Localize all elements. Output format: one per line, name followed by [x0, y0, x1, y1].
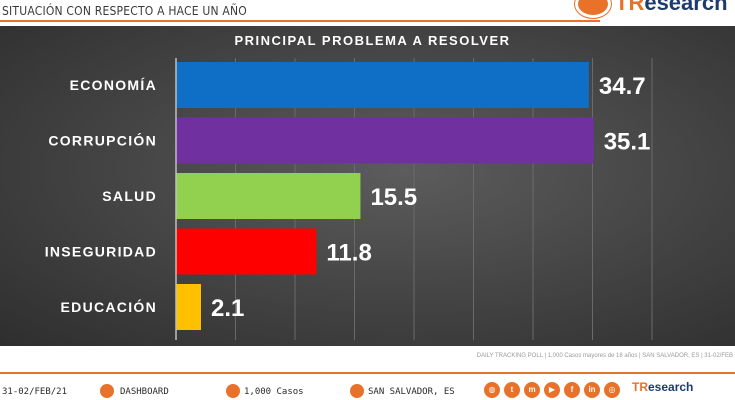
category-label: CORRUPCIÓN [48, 132, 157, 149]
value-label: 15.5 [370, 184, 417, 211]
chart-panel: PRINCIPAL PROBLEMA A RESOLVER ECONOMÍA 34… [0, 26, 735, 346]
globe-icon[interactable]: ◍ [484, 382, 500, 398]
category-label: SALUD [102, 188, 157, 204]
category-label: ECONOMÍA [70, 77, 157, 93]
value-label: 35.1 [604, 129, 651, 156]
value-label: 11.8 [326, 240, 371, 267]
location-label: SAN SALVADOR, ES [368, 387, 455, 397]
footer-note: DAILY TRACKING POLL | 1,000 Casos mayore… [476, 353, 733, 359]
logo-text: TResearch [615, 0, 728, 15]
category-label: EDUCACIÓN [61, 298, 157, 315]
footer-strip [0, 346, 735, 372]
instagram-icon[interactable]: ◎ [604, 382, 620, 398]
value-label: 34.7 [599, 73, 646, 100]
linkedin-icon[interactable]: in [584, 382, 600, 398]
chat-icon [226, 384, 240, 398]
cases-label: 1,000 Casos [244, 387, 304, 397]
date-label: 31-02/FEB/21 [2, 387, 68, 397]
category-label: INSEGURIDAD [45, 244, 157, 260]
value-label: 2.1 [211, 295, 244, 322]
bar-4 [176, 284, 201, 330]
header-divider [0, 20, 600, 22]
facebook-icon[interactable]: f [564, 382, 580, 398]
bar-0 [176, 62, 589, 108]
location-icon [350, 384, 364, 398]
page-title: SITUACIÓN CON RESPECTO A HACE UN AÑO [2, 4, 247, 18]
logo-mark-icon [575, 0, 611, 18]
dashboard-icon [100, 384, 114, 398]
messenger-icon[interactable]: m [524, 382, 540, 398]
bar-chart: ECONOMÍA 34.7 CORRUPCIÓN 35.1 SALUD 15.5 INSEG… [45, 58, 653, 340]
youtube-icon[interactable]: ▶ [544, 382, 560, 398]
chart-title: PRINCIPAL PROBLEMA A RESOLVER [234, 33, 511, 48]
bar-2 [176, 173, 361, 219]
top-bar: SITUACIÓN CON RESPECTO A HACE UN AÑO [0, 0, 735, 22]
bottom-bar: 31-02/FEB/21 DASHBOARD 1,000 Casos SAN S… [0, 372, 735, 400]
twitter-icon[interactable]: t [504, 382, 520, 398]
bar-1 [176, 117, 594, 164]
footer-logo: TResearch [632, 380, 694, 394]
dashboard-label: DASHBOARD [120, 387, 169, 397]
bar-3 [176, 228, 317, 275]
brand-logo: TResearch [575, 0, 735, 18]
